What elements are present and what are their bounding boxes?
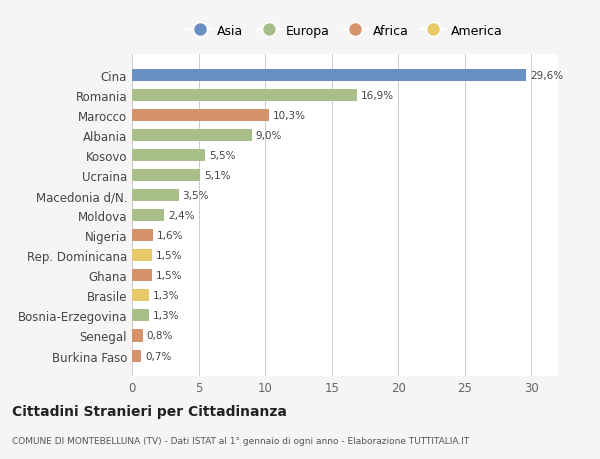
Text: 3,5%: 3,5% [182,191,209,201]
Text: COMUNE DI MONTEBELLUNA (TV) - Dati ISTAT al 1° gennaio di ogni anno - Elaborazio: COMUNE DI MONTEBELLUNA (TV) - Dati ISTAT… [12,436,469,445]
Bar [132,270,152,282]
Bar [132,310,149,322]
Text: 1,5%: 1,5% [156,271,182,281]
Text: 1,6%: 1,6% [157,231,184,241]
Bar [132,290,149,302]
Bar [132,250,152,262]
Text: 9,0%: 9,0% [256,131,282,141]
Legend: Asia, Europa, Africa, America: Asia, Europa, Africa, America [182,20,508,43]
Text: 5,1%: 5,1% [204,171,230,181]
Text: 0,7%: 0,7% [145,351,172,361]
Text: 5,5%: 5,5% [209,151,236,161]
Bar [132,70,526,82]
Bar [132,230,154,242]
Bar [132,110,269,122]
Text: 1,3%: 1,3% [154,311,180,321]
Bar [132,210,164,222]
Bar [132,330,143,342]
Text: 16,9%: 16,9% [361,91,394,101]
Bar [132,190,179,202]
Bar [132,90,357,102]
Text: 10,3%: 10,3% [273,111,306,121]
Text: 1,5%: 1,5% [156,251,182,261]
Bar [132,130,252,142]
Text: 1,3%: 1,3% [154,291,180,301]
Text: 2,4%: 2,4% [168,211,194,221]
Bar [132,350,142,362]
Text: 29,6%: 29,6% [530,71,563,81]
Text: 0,8%: 0,8% [146,331,173,341]
Text: Cittadini Stranieri per Cittadinanza: Cittadini Stranieri per Cittadinanza [12,404,287,418]
Bar [132,150,205,162]
Bar [132,170,200,182]
